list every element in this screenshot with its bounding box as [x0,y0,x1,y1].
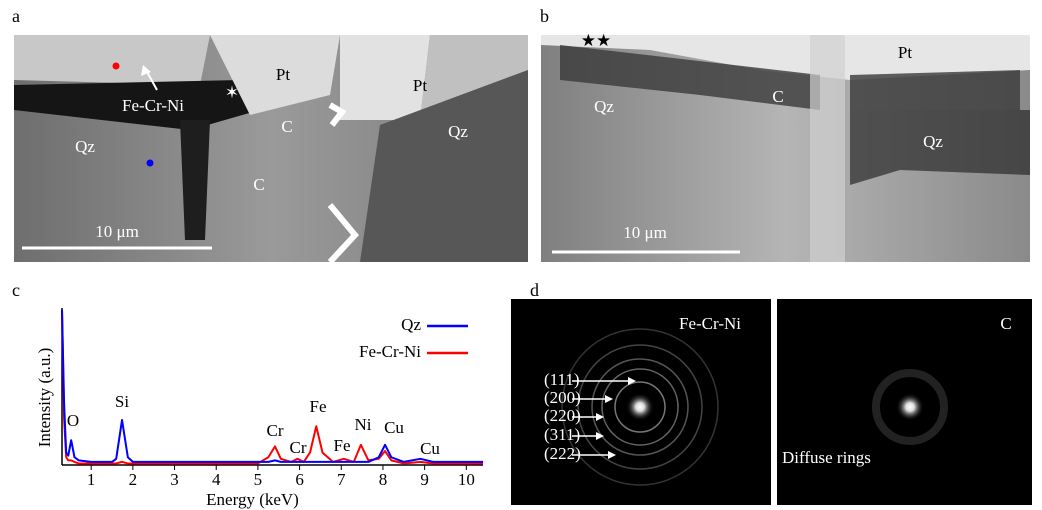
x-axis-label: Energy (keV) [206,490,299,509]
scale-label: 10 μm [623,223,667,242]
x-tick-label: 2 [129,470,138,489]
peak-label: Ni [355,415,372,434]
annotation: Pt [413,76,427,95]
annotation: Qz [594,97,614,116]
legend-label: Qz [401,315,421,334]
plane-label: (200) [544,388,581,407]
annotation: C [772,87,783,106]
x-tick-label: 5 [254,470,263,489]
annotation: ✶ [225,83,239,102]
peak-label: Fe [310,397,327,416]
micrograph-b [541,35,1030,262]
x-tick-label: 10 [458,470,475,489]
annotation: C [281,117,292,136]
x-tick-label: 4 [212,470,221,489]
peak-label: O [67,411,79,430]
annotation: ★★ [581,31,611,50]
y-axis-label: Intensity (a.u.) [35,348,54,448]
annotation: Pt [898,43,912,62]
peak-label: Fe [334,436,351,455]
pattern-title: Fe-Cr-Ni [679,314,741,333]
pattern-title: C [1000,314,1011,333]
plane-label: (311) [544,425,580,444]
annotation: Qz [923,132,943,151]
x-tick-label: 9 [420,470,429,489]
figure: a Fe-Cr-Ni Pt Pt Qz Qz C C ✶ 10 μm b ★★ … [0,0,1042,510]
x-tick-label: 8 [379,470,388,489]
x-tick-label: 3 [170,470,179,489]
annotation: Qz [448,122,468,141]
annotation: Pt [276,65,290,84]
annotation: C [253,175,264,194]
annotation: Qz [75,137,95,156]
pattern-note: Diffuse rings [782,448,871,467]
scale-label: 10 μm [95,222,139,241]
plane-label: (220) [544,406,581,425]
peak-label: Cu [384,418,404,437]
peak-label: Cr [290,438,307,457]
panel-label: d [530,280,539,300]
peak-label: Cu [420,439,440,458]
plane-label: (111) [544,370,580,389]
peak-label: Cr [267,421,284,440]
diffraction-patterns [511,299,1032,505]
spectrum-chart: 1 2 3 4 5 6 7 8 9 10 Energy (keV) Intensity (a.u.) Q… [35,308,483,509]
x-tick-label: 7 [337,470,346,489]
x-tick-label: 6 [295,470,304,489]
annotation: Fe-Cr-Ni [122,96,184,115]
x-tick-label: 1 [87,470,96,489]
peak-label: Si [115,392,129,411]
panel-label: a [12,6,20,26]
plane-label: (222) [544,444,581,463]
panel-label: c [12,280,20,300]
legend-label: Fe-Cr-Ni [359,342,421,361]
panel-label: b [540,6,549,26]
